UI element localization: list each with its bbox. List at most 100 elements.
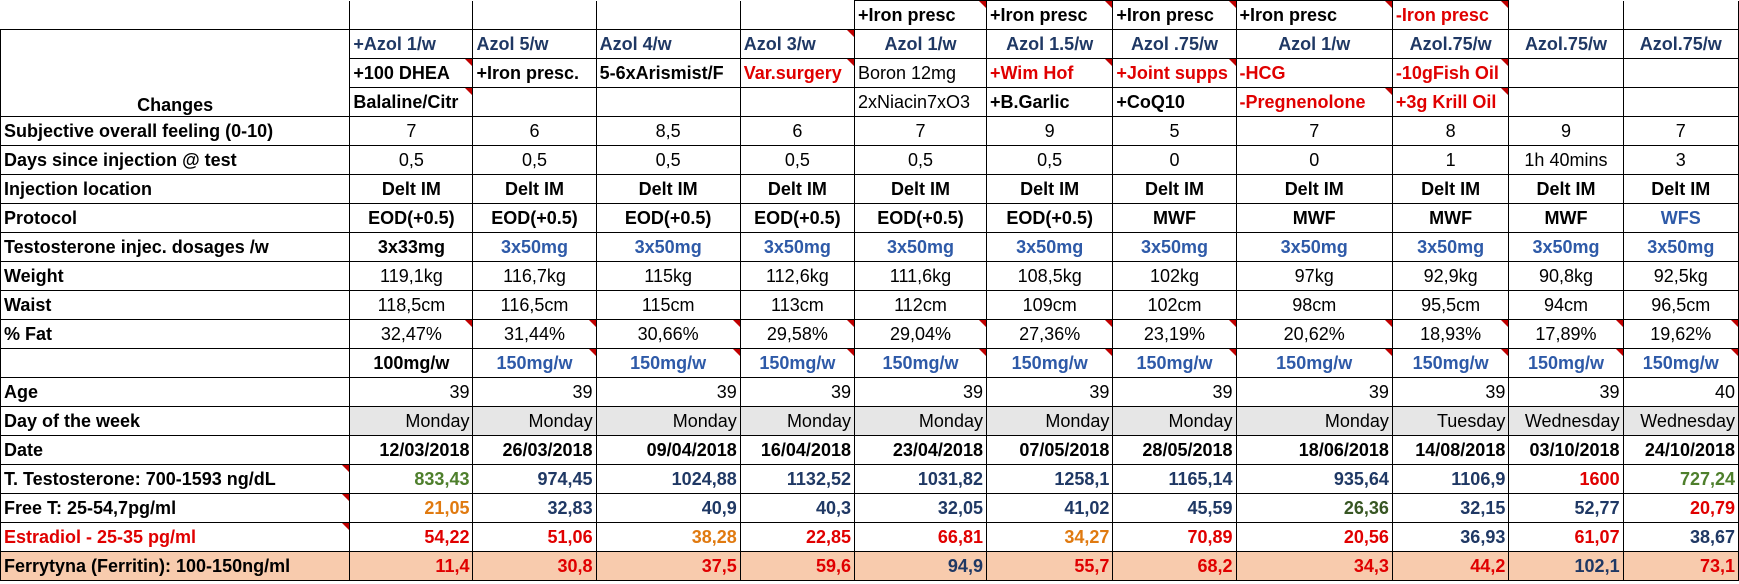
- cell: 40,9: [595, 493, 741, 523]
- cell: 29,04%: [853, 319, 987, 349]
- cell: 34,3: [1235, 551, 1393, 581]
- cell: Monday: [349, 406, 474, 436]
- cell: 111,6kg: [853, 261, 987, 291]
- cell: 7: [853, 116, 987, 146]
- cell: Azol 3/w: [739, 29, 855, 59]
- cell: 32,83: [472, 493, 597, 523]
- cell: 17,89%: [1508, 319, 1624, 349]
- cell: [472, 87, 597, 117]
- cell: Monday: [739, 406, 855, 436]
- fat-row: % Fat 32,47% 31,44% 30,66% 29,58% 29,04%…: [0, 319, 1739, 349]
- row-label: % Fat: [0, 319, 351, 349]
- cell: 7: [1235, 116, 1393, 146]
- cell: 92,5kg: [1622, 261, 1739, 291]
- cell: 7: [1622, 116, 1739, 146]
- cell: 24/10/2018: [1622, 435, 1739, 465]
- cell: 40: [1622, 377, 1739, 407]
- cell: 23,19%: [1112, 319, 1237, 349]
- cell: 3x50mg: [1622, 232, 1739, 262]
- cell: -Pregnenolone: [1235, 87, 1393, 117]
- cell: 19,62%: [1622, 319, 1739, 349]
- cell: 8,5: [595, 116, 741, 146]
- changes-label: Changes: [0, 29, 351, 117]
- cell: 45,59: [1112, 493, 1237, 523]
- cell: 12/03/2018: [349, 435, 474, 465]
- cell: 9: [985, 116, 1114, 146]
- cell: Delt IM: [472, 174, 597, 204]
- cell: 108,5kg: [985, 261, 1114, 291]
- changes-row-1: Changes +Azol 1/w Azol 5/w Azol 4/w Azol…: [0, 29, 1739, 117]
- cell: 98cm: [1235, 290, 1393, 320]
- cell: 150mg/w: [472, 348, 597, 378]
- cell: Delt IM: [853, 174, 987, 204]
- cell: [349, 0, 474, 30]
- cell: Boron 12mg: [853, 58, 987, 88]
- cell: 36,93: [1391, 522, 1510, 552]
- cell: 6: [739, 116, 855, 146]
- total-testosterone-row: T. Testosterone: 700-1593 ng/dL 833,43 9…: [0, 464, 1739, 494]
- cell: Delt IM: [985, 174, 1114, 204]
- cell: 39: [349, 377, 474, 407]
- cell: 150mg/w: [595, 348, 741, 378]
- cell: 1031,82: [853, 464, 987, 494]
- row-label: Day of the week: [0, 406, 351, 436]
- cell: MWF: [1112, 203, 1237, 233]
- cell: [1622, 0, 1739, 30]
- cell: 40,3: [739, 493, 855, 523]
- cell: 9: [1508, 116, 1624, 146]
- cell: Azol 1.5/w: [985, 29, 1114, 59]
- cell: 68,2: [1112, 551, 1237, 581]
- cell: 3x50mg: [985, 232, 1114, 262]
- cell: EOD(+0.5): [349, 203, 474, 233]
- cell: 1106,9: [1391, 464, 1510, 494]
- cell: 18/06/2018: [1235, 435, 1393, 465]
- cell: [1622, 58, 1739, 88]
- cell: 39: [985, 377, 1114, 407]
- cell: 97kg: [1235, 261, 1393, 291]
- row-label: Days since injection @ test: [0, 145, 351, 175]
- cell: 30,8: [472, 551, 597, 581]
- cell: 0,5: [853, 145, 987, 175]
- cell: 32,47%: [349, 319, 474, 349]
- cell: 23/04/2018: [853, 435, 987, 465]
- cell: 0,5: [349, 145, 474, 175]
- changes-row-0: +Iron presc +Iron presc +Iron presc +Iro…: [0, 0, 1739, 30]
- cell: 150mg/w: [985, 348, 1114, 378]
- cell: 1: [1391, 145, 1510, 175]
- cell: 31,44%: [472, 319, 597, 349]
- cell: 150mg/w: [1622, 348, 1739, 378]
- cell: 2xNiacin7xO3: [853, 87, 987, 117]
- cell: Monday: [853, 406, 987, 436]
- cell: 5: [1112, 116, 1237, 146]
- cell: 116,5cm: [472, 290, 597, 320]
- cell: 150mg/w: [739, 348, 855, 378]
- cell: [1622, 87, 1739, 117]
- cell: 39: [853, 377, 987, 407]
- cell: -HCG: [1235, 58, 1393, 88]
- cell: Azol 5/w: [472, 29, 597, 59]
- row-label: Ferrytyna (Ferritin): 100-150ng/ml: [0, 551, 351, 581]
- cell: -10gFish Oil: [1391, 58, 1510, 88]
- cell: Delt IM: [1235, 174, 1393, 204]
- estradiol-row: Estradiol - 25-35 pg/ml 54,22 51,06 38,2…: [0, 522, 1739, 552]
- cell: +Iron presc: [853, 0, 987, 30]
- row-label: T. Testosterone: 700-1593 ng/dL: [0, 464, 351, 494]
- cell: 39: [739, 377, 855, 407]
- cell: 1h 40mins: [1508, 145, 1624, 175]
- cell: 3x50mg: [472, 232, 597, 262]
- cell: 39: [595, 377, 741, 407]
- cell: Monday: [472, 406, 597, 436]
- row-label: Weight: [0, 261, 351, 291]
- cell: 1024,88: [595, 464, 741, 494]
- cell: 66,81: [853, 522, 987, 552]
- cell: +Joint supps: [1112, 58, 1237, 88]
- cell: [472, 0, 597, 30]
- row-label: Protocol: [0, 203, 351, 233]
- cell: 94cm: [1508, 290, 1624, 320]
- cell: 974,45: [472, 464, 597, 494]
- cell: 0,5: [595, 145, 741, 175]
- cell: 39: [1112, 377, 1237, 407]
- cell: 41,02: [985, 493, 1114, 523]
- cell: 07/05/2018: [985, 435, 1114, 465]
- cell: 73,1: [1622, 551, 1739, 581]
